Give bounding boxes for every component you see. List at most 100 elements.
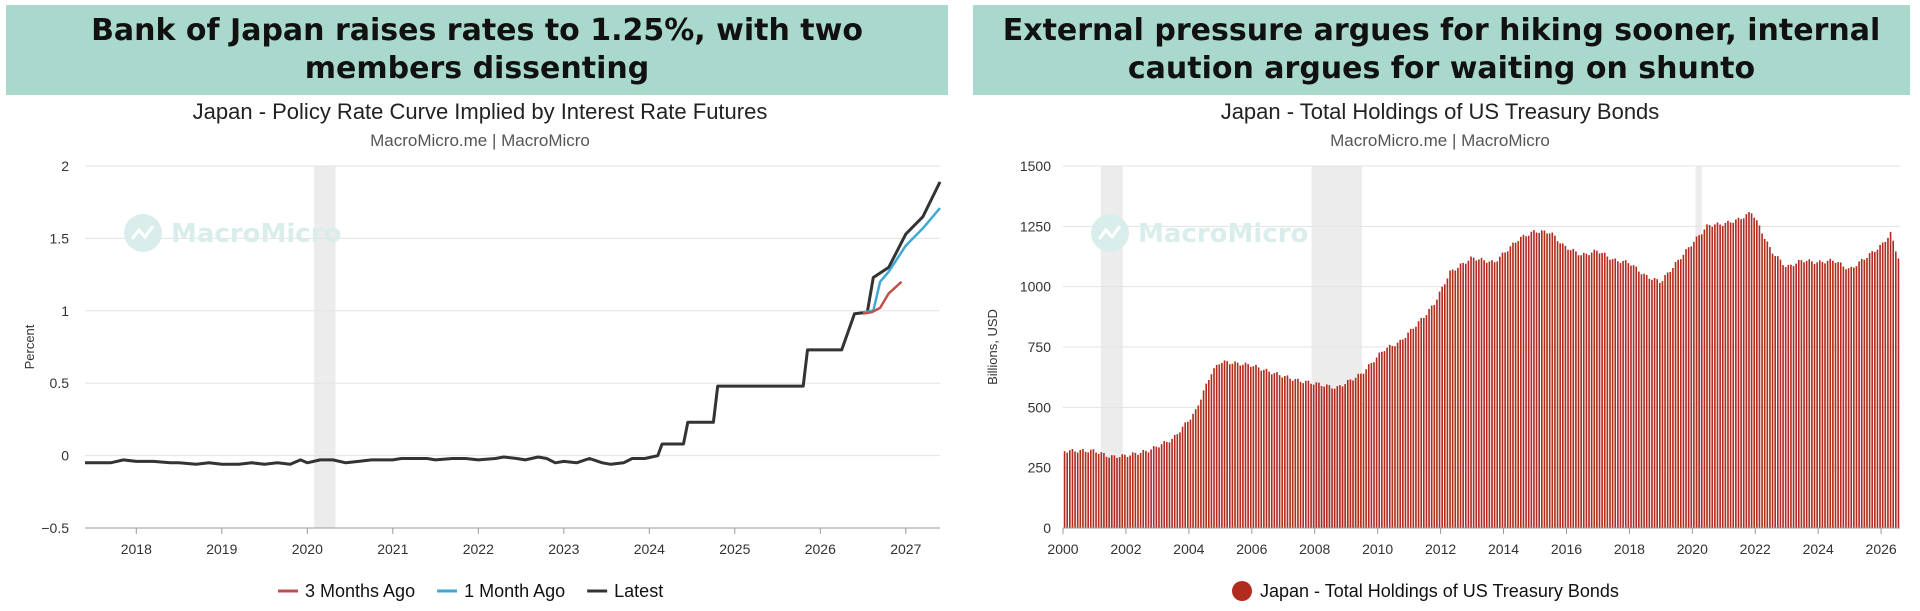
bar bbox=[1769, 247, 1771, 528]
bar bbox=[1472, 257, 1475, 528]
bar bbox=[1428, 308, 1430, 528]
bar bbox=[1853, 267, 1855, 528]
bar bbox=[1110, 455, 1113, 528]
bar bbox=[1493, 262, 1496, 528]
legend-label: 1 Month Ago bbox=[464, 581, 565, 601]
x-tick-label: 2014 bbox=[1488, 541, 1519, 557]
bar bbox=[1457, 267, 1459, 528]
bar bbox=[1803, 262, 1805, 528]
bar bbox=[1569, 250, 1572, 528]
bar bbox=[1263, 369, 1265, 528]
series-line-1-month-ago bbox=[862, 207, 941, 314]
bar-series bbox=[1063, 212, 1900, 529]
bar bbox=[1184, 422, 1187, 528]
bar bbox=[1270, 374, 1273, 528]
policy-rate-line-chart: 2 1.5 1 0.5 0 −0.5 2018 2019 2020 2021 2022 2023 202… bbox=[22, 158, 942, 601]
bar bbox=[1496, 261, 1499, 528]
bar bbox=[1145, 450, 1147, 528]
bar bbox=[1892, 240, 1894, 528]
y-tick-label: 750 bbox=[1028, 339, 1052, 355]
bar bbox=[1601, 252, 1603, 528]
bar bbox=[1302, 383, 1305, 528]
bar bbox=[1845, 269, 1847, 528]
bar bbox=[1499, 256, 1501, 528]
bar bbox=[1708, 225, 1711, 528]
bar bbox=[1761, 233, 1763, 528]
bar bbox=[1554, 235, 1556, 529]
bar bbox=[1748, 212, 1750, 528]
bar bbox=[1533, 230, 1535, 529]
bar bbox=[1525, 236, 1527, 528]
bar bbox=[1173, 434, 1176, 528]
bar bbox=[1462, 262, 1464, 528]
bar bbox=[1168, 442, 1171, 528]
bar bbox=[1894, 251, 1897, 528]
bar bbox=[1871, 251, 1874, 529]
bar bbox=[1089, 449, 1092, 528]
bar bbox=[1638, 271, 1640, 528]
legend-label: 3 Months Ago bbox=[305, 581, 415, 601]
bar bbox=[1879, 244, 1881, 528]
bar bbox=[1766, 241, 1769, 528]
bar bbox=[1514, 242, 1517, 528]
bar bbox=[1187, 421, 1189, 528]
bar bbox=[1084, 451, 1087, 528]
bar bbox=[1535, 232, 1538, 528]
bar bbox=[1423, 317, 1425, 528]
panel-treasury-holdings: External pressure argues for hiking soon… bbox=[960, 0, 1920, 611]
bar bbox=[1323, 386, 1325, 528]
bar bbox=[1063, 451, 1066, 528]
x-tick-label: 2022 bbox=[1740, 541, 1771, 557]
bar bbox=[1530, 231, 1533, 529]
bar bbox=[1307, 380, 1310, 528]
bar bbox=[1776, 256, 1779, 528]
bar bbox=[1693, 241, 1695, 529]
bar bbox=[1158, 447, 1160, 528]
bar bbox=[1527, 235, 1530, 529]
bar bbox=[1299, 381, 1302, 528]
y-tick-label: −0.5 bbox=[41, 520, 69, 536]
bar bbox=[1491, 260, 1493, 528]
bar bbox=[1381, 351, 1383, 528]
bar bbox=[1252, 366, 1255, 528]
bar bbox=[1792, 266, 1795, 528]
bar bbox=[1286, 375, 1289, 528]
bar bbox=[1572, 248, 1575, 528]
bar bbox=[1402, 339, 1404, 528]
bar bbox=[1231, 363, 1234, 528]
bar bbox=[1520, 236, 1522, 528]
bar bbox=[1653, 278, 1656, 528]
bar bbox=[1724, 222, 1727, 528]
bar bbox=[1438, 291, 1441, 528]
bar bbox=[1669, 271, 1672, 528]
bar bbox=[1386, 347, 1388, 528]
bar bbox=[1501, 252, 1504, 528]
bar bbox=[1394, 346, 1396, 528]
bar bbox=[1690, 246, 1693, 528]
bar bbox=[1339, 385, 1341, 528]
bar bbox=[1179, 432, 1181, 528]
bar bbox=[1430, 305, 1433, 528]
bar bbox=[1147, 452, 1150, 528]
headline-banner: Bank of Japan raises rates to 1.25%, wit… bbox=[6, 5, 948, 95]
bar bbox=[1666, 272, 1669, 528]
legend-label: Japan - Total Holdings of US Treasury Bo… bbox=[1260, 581, 1619, 601]
bar bbox=[1234, 361, 1236, 528]
panel-policy-rate: Bank of Japan raises rates to 1.25%, wit… bbox=[6, 5, 948, 601]
bar bbox=[1737, 217, 1740, 529]
y-tick-label: 1000 bbox=[1020, 279, 1051, 295]
bar bbox=[1441, 286, 1443, 528]
bar bbox=[1205, 383, 1207, 528]
bar bbox=[1881, 242, 1884, 529]
bar bbox=[1590, 252, 1593, 528]
bar bbox=[1207, 379, 1210, 528]
bar bbox=[1357, 373, 1360, 528]
y-tick-label: 2 bbox=[61, 158, 69, 174]
bar bbox=[1202, 390, 1205, 528]
bar bbox=[1847, 268, 1850, 528]
y-tick-label: 0 bbox=[1043, 520, 1051, 536]
bar bbox=[1105, 456, 1108, 528]
bar bbox=[1328, 385, 1331, 528]
bar bbox=[1265, 368, 1268, 528]
bar bbox=[1247, 364, 1249, 528]
